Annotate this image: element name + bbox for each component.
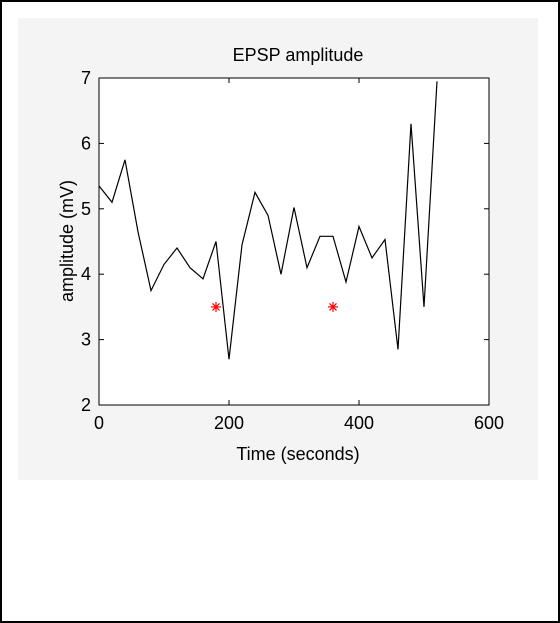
- y-tick-label: 7: [81, 68, 91, 88]
- x-tick-label: 600: [474, 413, 504, 433]
- y-axis-label: amplitude (mV): [57, 180, 77, 302]
- plot-area: [98, 77, 490, 406]
- x-axis-label: Time (seconds): [236, 444, 359, 464]
- x-tick-label: 400: [344, 413, 374, 433]
- axis-ticks: 0 200 400 600 2 3 4 5 6 7: [81, 68, 504, 433]
- asterisk-stroke: [212, 302, 220, 311]
- x-tick-label: 0: [94, 413, 104, 433]
- y-tick-label: 5: [81, 199, 91, 219]
- asterisk-marker: [328, 301, 338, 312]
- y-tick-label: 3: [81, 330, 91, 350]
- y-tick-label: 4: [81, 264, 91, 284]
- marker-layer: [211, 301, 338, 312]
- y-tick-label: 2: [81, 395, 91, 415]
- series-layer: [98, 81, 438, 360]
- asterisk-marker: [211, 301, 221, 312]
- y-tick-label: 6: [81, 133, 91, 153]
- series-line: [98, 81, 438, 360]
- asterisk-stroke: [329, 302, 337, 311]
- x-tick-label: 200: [214, 413, 244, 433]
- chart-title: EPSP amplitude: [233, 45, 364, 65]
